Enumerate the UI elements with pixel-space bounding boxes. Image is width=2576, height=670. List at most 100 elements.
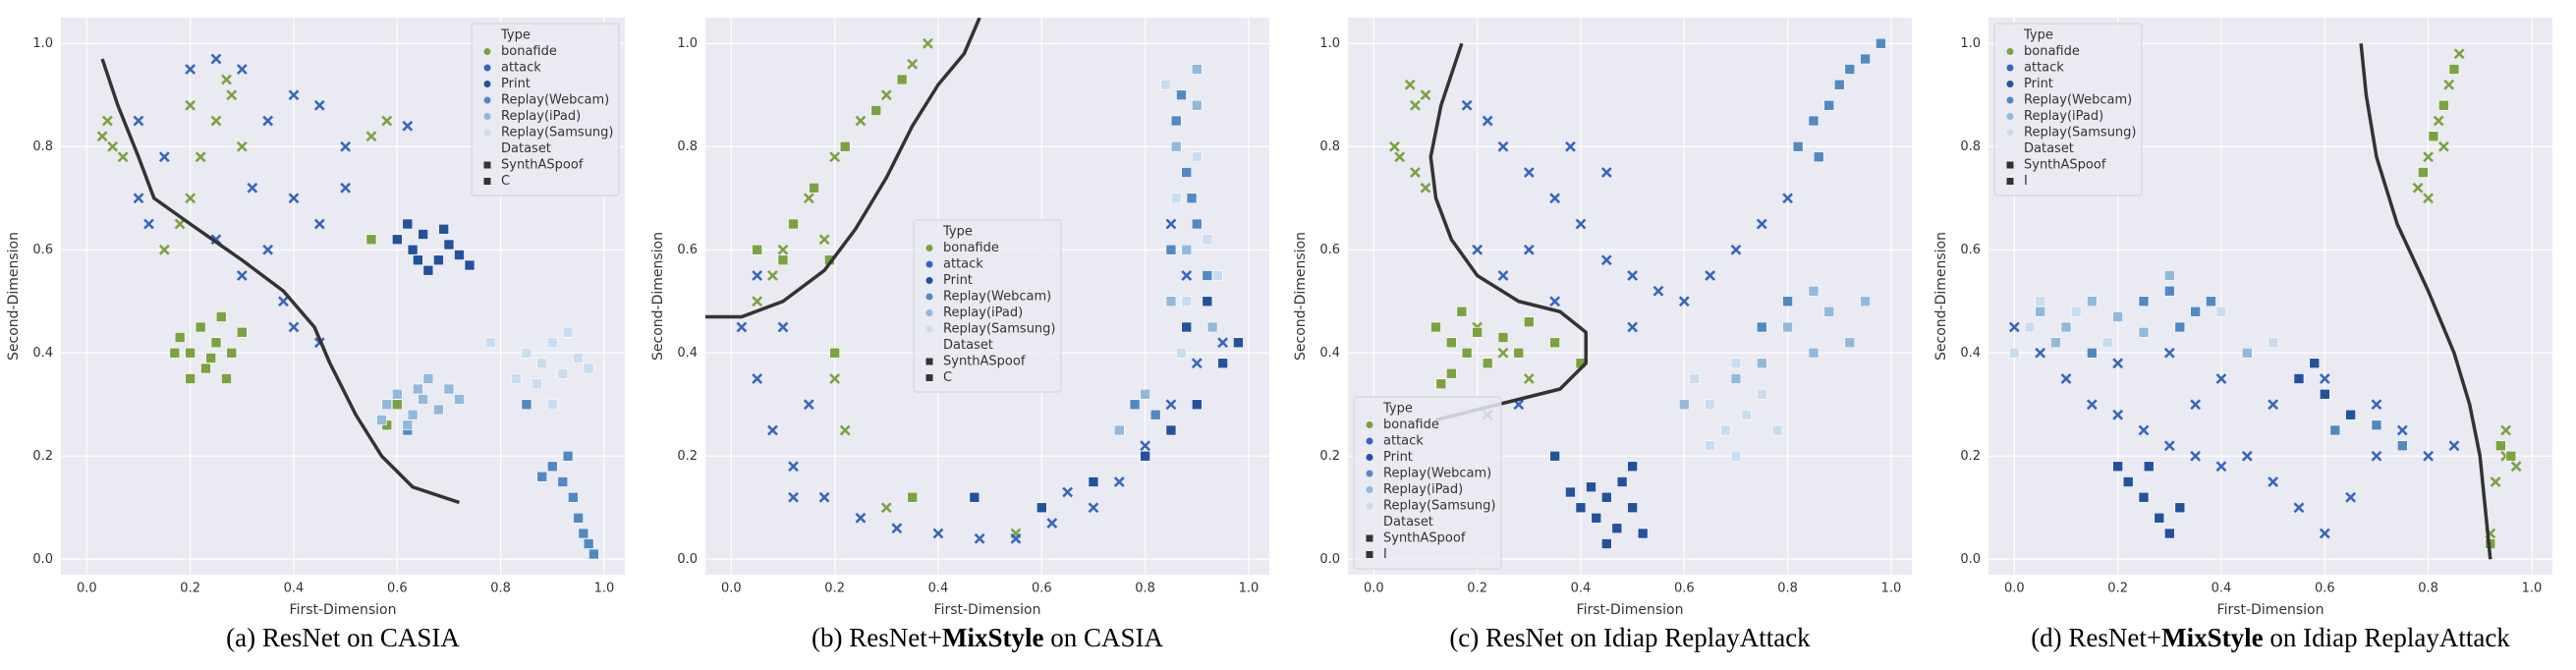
point xyxy=(1705,399,1715,411)
point xyxy=(573,512,584,524)
point xyxy=(1844,337,1856,349)
point xyxy=(2154,512,2165,524)
point xyxy=(2428,131,2439,142)
legend-marker xyxy=(1366,454,1373,461)
point xyxy=(185,99,196,111)
point xyxy=(2112,461,2123,473)
x-tick-label: 0.6 xyxy=(2315,582,2335,596)
point xyxy=(855,512,867,524)
point xyxy=(237,326,248,338)
x-tick-label: 1.0 xyxy=(1239,582,1260,596)
point xyxy=(1176,347,1187,359)
decision-boundary xyxy=(1428,42,1588,422)
point xyxy=(236,64,248,75)
point xyxy=(1202,234,1213,246)
point xyxy=(1420,89,1431,101)
legend-marker xyxy=(1366,534,1373,542)
decision-boundary xyxy=(100,58,461,505)
point xyxy=(1206,321,1218,333)
point xyxy=(413,383,423,395)
point xyxy=(2396,424,2408,436)
point xyxy=(1575,218,1587,230)
point xyxy=(117,151,129,163)
panel: 0.0 0.2 0.4 0.6 0.8 1.0 0.0 0.2 0.4 0.6 0.8 1.0 Firs… xyxy=(650,18,1269,652)
point xyxy=(340,140,352,152)
x-tick-label: 0.4 xyxy=(928,582,949,596)
point xyxy=(829,151,841,163)
y-tick-label: 0.8 xyxy=(1319,140,1340,154)
point xyxy=(2438,99,2449,111)
point xyxy=(1435,378,1447,390)
panel: 0.0 0.2 0.4 0.6 0.8 1.0 0.0 0.2 0.4 0.6 0.8 1.0 Firs… xyxy=(6,18,625,652)
point xyxy=(2241,450,2253,462)
point xyxy=(418,229,428,240)
legend-box xyxy=(1993,23,2143,196)
point xyxy=(969,491,980,503)
point xyxy=(583,538,594,549)
legend-box xyxy=(913,219,1062,393)
point xyxy=(158,151,170,163)
point xyxy=(1616,476,1628,487)
y-tick-label: 0.4 xyxy=(1319,346,1340,361)
x-axis-label: First-Dimension xyxy=(1577,602,1684,618)
point xyxy=(573,353,584,363)
legend-marker xyxy=(483,129,491,137)
caption-part: (a) ResNet on CASIA xyxy=(226,623,460,652)
point xyxy=(107,140,119,152)
point xyxy=(546,461,558,473)
point xyxy=(2060,373,2072,384)
x-tick-label: 0.4 xyxy=(2212,582,2232,596)
point xyxy=(2423,450,2435,462)
point xyxy=(484,337,496,349)
point xyxy=(422,264,434,276)
caption-part: MixStyle xyxy=(942,623,1043,652)
legend-label: C xyxy=(501,174,510,189)
point xyxy=(2418,167,2429,178)
x-tick-label: 0.6 xyxy=(1032,582,1052,596)
point xyxy=(1600,167,1612,178)
point xyxy=(2371,399,2382,411)
point xyxy=(1461,99,1473,111)
point xyxy=(1730,450,1742,462)
point xyxy=(2412,182,2424,194)
point xyxy=(1689,373,1701,384)
x-tick-label: 0.4 xyxy=(284,582,305,596)
point xyxy=(169,347,181,359)
legend-marker xyxy=(1366,470,1373,477)
point xyxy=(1678,296,1690,307)
legend-label: bonafide xyxy=(943,241,999,255)
point xyxy=(803,399,814,411)
legend-label: Print xyxy=(501,77,531,91)
caption-part: MixStyle xyxy=(2161,623,2263,652)
point xyxy=(1149,409,1161,420)
legend-marker xyxy=(925,293,933,301)
point xyxy=(2490,476,2501,487)
point xyxy=(2060,321,2072,333)
point xyxy=(215,311,227,322)
point xyxy=(1565,140,1576,152)
point xyxy=(1808,115,1820,127)
point xyxy=(1730,373,1742,384)
point xyxy=(2163,347,2175,359)
point xyxy=(588,548,599,560)
x-tick-label: 0.6 xyxy=(387,582,408,596)
legend-marker xyxy=(925,358,933,365)
point xyxy=(2138,491,2150,503)
legend-marker xyxy=(483,48,491,55)
decision-boundary xyxy=(705,18,981,319)
legend: TypebonafideattackPrintReplay(Webcam)Rep… xyxy=(471,23,620,196)
point xyxy=(870,105,882,116)
legend-title: Dataset xyxy=(501,141,551,156)
legend-marker xyxy=(483,178,491,185)
point xyxy=(2329,424,2341,436)
point xyxy=(1129,399,1141,411)
point xyxy=(1036,502,1047,514)
point xyxy=(1140,450,1150,462)
x-tick-label: 1.0 xyxy=(2522,582,2543,596)
point xyxy=(788,218,799,230)
point xyxy=(1446,337,1457,349)
legend: TypebonafideattackPrintReplay(Webcam)Rep… xyxy=(913,219,1062,393)
legend-marker xyxy=(2006,96,2014,104)
point xyxy=(1808,285,1820,297)
point xyxy=(1181,296,1193,307)
